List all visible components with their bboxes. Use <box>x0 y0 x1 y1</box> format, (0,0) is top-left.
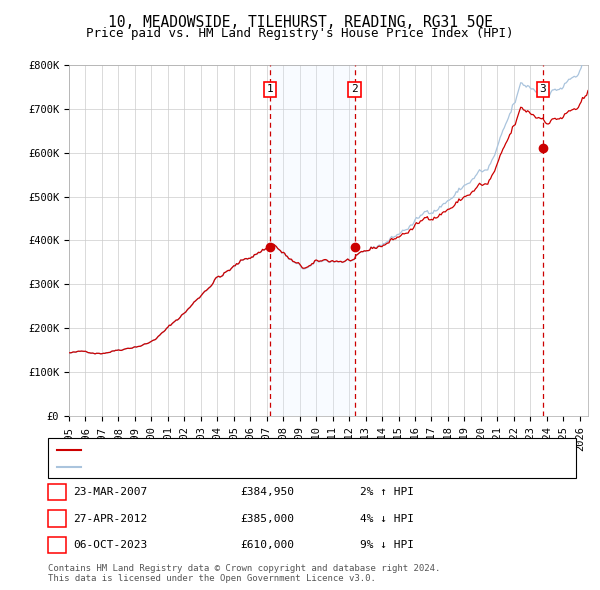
Text: 1: 1 <box>267 84 274 94</box>
Text: £384,950: £384,950 <box>240 487 294 497</box>
Text: 06-OCT-2023: 06-OCT-2023 <box>73 540 148 550</box>
Text: 3: 3 <box>539 84 546 94</box>
Text: 3: 3 <box>53 540 61 550</box>
Text: 2: 2 <box>351 84 358 94</box>
Text: 23-MAR-2007: 23-MAR-2007 <box>73 487 148 497</box>
Text: £385,000: £385,000 <box>240 514 294 523</box>
Bar <box>271 65 355 416</box>
Text: 27-APR-2012: 27-APR-2012 <box>73 514 148 523</box>
Text: £610,000: £610,000 <box>240 540 294 550</box>
Text: 9% ↓ HPI: 9% ↓ HPI <box>360 540 414 550</box>
Text: 4% ↓ HPI: 4% ↓ HPI <box>360 514 414 523</box>
Bar <box>543 65 588 416</box>
Text: 2% ↑ HPI: 2% ↑ HPI <box>360 487 414 497</box>
Text: 10, MEADOWSIDE, TILEHURST, READING, RG31 5QE (detached house): 10, MEADOWSIDE, TILEHURST, READING, RG31… <box>84 445 496 454</box>
Text: Contains HM Land Registry data © Crown copyright and database right 2024.
This d: Contains HM Land Registry data © Crown c… <box>48 563 440 583</box>
Text: 1: 1 <box>53 487 61 497</box>
Text: 10, MEADOWSIDE, TILEHURST, READING, RG31 5QE: 10, MEADOWSIDE, TILEHURST, READING, RG31… <box>107 15 493 30</box>
Text: Price paid vs. HM Land Registry's House Price Index (HPI): Price paid vs. HM Land Registry's House … <box>86 27 514 40</box>
Text: 2: 2 <box>53 514 61 523</box>
Text: HPI: Average price, detached house, West Berkshire: HPI: Average price, detached house, West… <box>84 463 421 472</box>
